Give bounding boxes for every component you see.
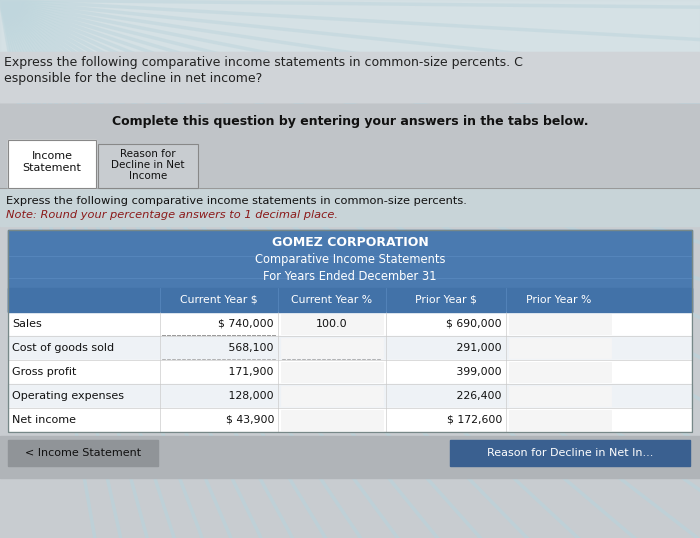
Bar (8, 384, 692, 408)
Bar (8, 336, 692, 360)
Bar (0, 52, 700, 102)
Bar (8, 140, 96, 188)
Text: esponsible for the decline in net income?: esponsible for the decline in net income… (4, 72, 262, 85)
Text: Statement: Statement (22, 163, 81, 173)
Bar (8, 360, 692, 384)
Text: 568,100: 568,100 (218, 343, 274, 353)
Bar (509, 362, 611, 382)
Bar (0, 0, 700, 52)
Text: $ 740,000: $ 740,000 (218, 319, 274, 329)
Text: 291,000: 291,000 (447, 343, 502, 353)
Bar (8, 230, 692, 432)
Text: Gross profit: Gross profit (12, 367, 76, 377)
Text: Current Year $: Current Year $ (180, 295, 258, 305)
Bar (0, 188, 700, 226)
Bar (8, 408, 692, 432)
Bar (0, 0, 700, 52)
Text: Sales: Sales (12, 319, 42, 329)
Bar (98, 144, 198, 188)
Text: Express the following comparative income statements in common-size percents. C: Express the following comparative income… (4, 56, 523, 69)
Text: Cost of goods sold: Cost of goods sold (12, 343, 114, 353)
Text: Complete this question by entering your answers in the tabs below.: Complete this question by entering your … (112, 115, 588, 128)
Bar (281, 338, 383, 358)
Bar (98, 144, 198, 188)
Bar (450, 440, 690, 466)
Text: 171,900: 171,900 (218, 367, 274, 377)
Text: $ 690,000: $ 690,000 (447, 319, 502, 329)
Bar (281, 410, 383, 430)
Text: 100.0: 100.0 (316, 319, 348, 329)
Bar (8, 140, 96, 188)
Bar (281, 314, 383, 334)
Text: $ 172,600: $ 172,600 (447, 415, 502, 425)
Bar (8, 288, 692, 312)
Bar (281, 362, 383, 382)
Bar (509, 338, 611, 358)
Text: Prior Year %: Prior Year % (526, 295, 592, 305)
Bar (509, 386, 611, 406)
Text: Express the following comparative income statements in common-size percents.: Express the following comparative income… (6, 196, 467, 206)
Text: 226,400: 226,400 (447, 391, 502, 401)
Text: Comparative Income Statements: Comparative Income Statements (255, 253, 445, 266)
Text: $ 43,900: $ 43,900 (225, 415, 274, 425)
Text: For Years Ended December 31: For Years Ended December 31 (263, 271, 437, 284)
Text: Income: Income (32, 151, 73, 161)
Bar (8, 230, 692, 312)
Text: Current Year %: Current Year % (291, 295, 372, 305)
Bar (8, 312, 692, 336)
Text: Reason for: Reason for (120, 149, 176, 159)
Text: Prior Year $: Prior Year $ (415, 295, 477, 305)
Bar (0, 436, 700, 478)
Text: GOMEZ CORPORATION: GOMEZ CORPORATION (272, 237, 428, 250)
Text: 128,000: 128,000 (218, 391, 274, 401)
Bar (281, 386, 383, 406)
Text: Operating expenses: Operating expenses (12, 391, 124, 401)
Text: Decline in Net: Decline in Net (111, 160, 185, 170)
Text: Net income: Net income (12, 415, 76, 425)
Text: Income: Income (129, 171, 167, 181)
Text: Reason for Decline in Net In...: Reason for Decline in Net In... (486, 448, 653, 458)
Text: 399,000: 399,000 (447, 367, 502, 377)
Bar (8, 440, 158, 466)
Bar (509, 314, 611, 334)
Text: Note: Round your percentage answers to 1 decimal place.: Note: Round your percentage answers to 1… (6, 210, 338, 220)
Bar (0, 138, 700, 190)
Text: < Income Statement: < Income Statement (25, 448, 141, 458)
Bar (509, 410, 611, 430)
Bar (0, 104, 700, 138)
